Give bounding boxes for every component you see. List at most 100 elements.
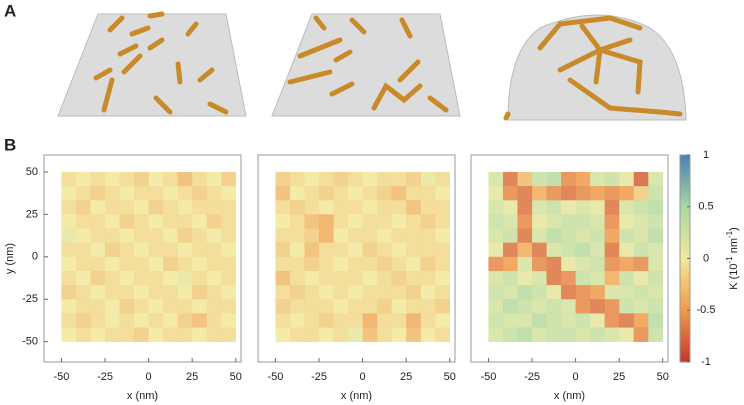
heatmap-cell bbox=[319, 171, 334, 187]
heatmap-cell bbox=[604, 242, 620, 258]
heatmap-cell bbox=[619, 186, 635, 201]
heatmap-cell bbox=[377, 228, 392, 243]
heatmap-cell bbox=[90, 214, 106, 229]
heatmap-cell bbox=[435, 242, 451, 258]
heatmap-cell bbox=[619, 299, 635, 314]
heatmap-cell bbox=[561, 171, 576, 187]
y-tick-label: -50 bbox=[22, 336, 38, 348]
heatmap-cell bbox=[90, 242, 106, 258]
heatmap-cell bbox=[619, 270, 635, 286]
heatmap-cell bbox=[134, 200, 149, 215]
heatmap-cell bbox=[192, 171, 208, 187]
heatmap-cell bbox=[119, 228, 135, 243]
heatmap-cell bbox=[105, 228, 120, 243]
heatmap-cell bbox=[61, 256, 77, 272]
heatmap-cell bbox=[532, 228, 547, 243]
heatmap-cell bbox=[206, 270, 222, 286]
heatmap-cell bbox=[319, 270, 334, 286]
heatmap-cell bbox=[435, 285, 451, 300]
heatmap-cell bbox=[377, 186, 392, 201]
heatmap-cell bbox=[75, 285, 91, 300]
heatmap-cell bbox=[134, 228, 149, 243]
heatmap-cell bbox=[391, 242, 407, 258]
heatmap-cell bbox=[575, 327, 591, 342]
heatmap-cell bbox=[61, 200, 77, 215]
heatmap-cell bbox=[90, 186, 106, 201]
heatmap-cell bbox=[206, 214, 222, 229]
colorbar-label-part: K (10 bbox=[728, 263, 740, 289]
heatmap-cell bbox=[177, 242, 193, 258]
x-tick-label: -25 bbox=[524, 371, 540, 383]
heatmap-cell bbox=[546, 200, 562, 215]
heatmap-cell bbox=[333, 313, 349, 328]
heatmap-cell bbox=[633, 270, 649, 286]
heatmap-cell bbox=[488, 242, 504, 258]
heatmap-cell bbox=[348, 186, 363, 201]
heatmap-cell bbox=[105, 256, 120, 272]
heatmap-cell bbox=[604, 299, 620, 314]
heatmap-cell bbox=[134, 186, 149, 201]
heatmap-cell bbox=[546, 285, 562, 300]
heatmap-cell bbox=[488, 228, 504, 243]
heatmap-cell bbox=[333, 171, 349, 187]
heatmap-cell bbox=[420, 214, 436, 229]
heatmap-cell bbox=[391, 327, 407, 342]
heatmap-cell bbox=[502, 200, 518, 215]
heatmap-cell bbox=[163, 256, 178, 272]
heatmap-cell bbox=[348, 256, 363, 272]
heatmap-cell bbox=[377, 171, 392, 187]
heatmap-cell bbox=[163, 270, 178, 286]
heatmap-cell bbox=[348, 327, 363, 342]
heatmap-cell bbox=[362, 270, 378, 286]
heatmap-cell bbox=[406, 171, 422, 187]
colorbar-tick-label: -0.5 bbox=[697, 304, 716, 316]
heatmap-cell bbox=[319, 327, 334, 342]
heatmap-cell bbox=[546, 214, 562, 229]
heatmap-cell bbox=[75, 228, 91, 243]
heatmap-cell bbox=[333, 299, 349, 314]
heatmap-cell bbox=[648, 256, 664, 272]
heatmap-cell bbox=[134, 242, 149, 258]
heatmap-cell bbox=[517, 228, 533, 243]
colorbar-label-part: -1 bbox=[725, 230, 734, 238]
heatmap-cell bbox=[604, 285, 620, 300]
heatmap-cell bbox=[561, 242, 576, 258]
heatmap-cell bbox=[590, 299, 605, 314]
heatmap-cell bbox=[348, 270, 363, 286]
heatmap-cell bbox=[192, 270, 208, 286]
heatmap-cell bbox=[420, 313, 436, 328]
x-tick-label: 50 bbox=[444, 371, 456, 383]
heatmap-cell bbox=[488, 214, 504, 229]
heatmap-cell bbox=[333, 327, 349, 342]
heatmap-cell bbox=[420, 242, 436, 258]
heatmap-cell bbox=[575, 270, 591, 286]
colorbar-label-part: nm bbox=[728, 238, 740, 256]
heatmap-cell bbox=[532, 200, 547, 215]
heatmap-cell bbox=[362, 171, 378, 187]
heatmap-cell bbox=[275, 171, 291, 187]
heatmap-cell bbox=[362, 327, 378, 342]
heatmap-cell bbox=[177, 214, 193, 229]
heatmap-cell bbox=[192, 285, 208, 300]
heatmap-cell bbox=[575, 242, 591, 258]
heatmap-cell bbox=[502, 186, 518, 201]
heatmap-cell bbox=[90, 200, 106, 215]
heatmap-cell bbox=[134, 285, 149, 300]
heatmap-cell bbox=[590, 242, 605, 258]
heatmap-cell bbox=[377, 270, 392, 286]
heatmap-cell bbox=[319, 285, 334, 300]
heatmap-cell bbox=[633, 200, 649, 215]
heatmap-cell bbox=[435, 256, 451, 272]
heatmap-cell bbox=[61, 313, 77, 328]
heatmap-cell bbox=[206, 228, 222, 243]
heatmap-cell bbox=[105, 313, 120, 328]
heatmap-cell bbox=[192, 313, 208, 328]
heatmap-cell bbox=[206, 186, 222, 201]
heatmap-cell bbox=[192, 214, 208, 229]
heatmap-cell bbox=[148, 171, 164, 187]
heatmap-cell bbox=[406, 242, 422, 258]
heatmap-cell bbox=[289, 256, 305, 272]
heatmap-cell bbox=[348, 200, 363, 215]
heatmap-cell bbox=[61, 171, 77, 187]
heatmap-cell bbox=[406, 270, 422, 286]
